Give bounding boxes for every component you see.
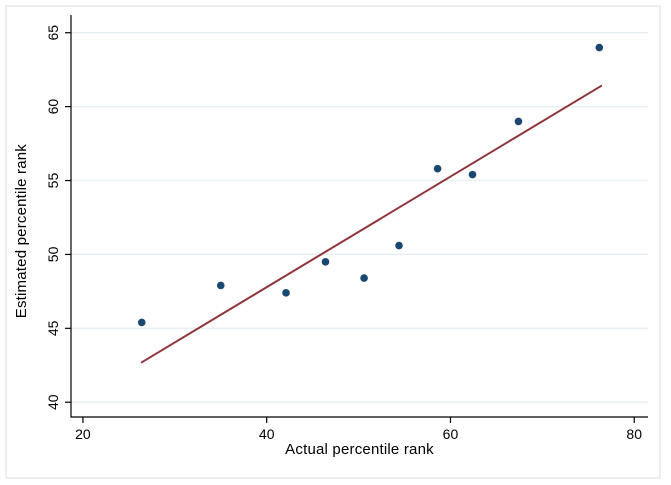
figure-border (5, 5, 661, 479)
x-axis-label: Actual percentile rank (285, 441, 434, 458)
x-tick-label-80: 80 (626, 426, 642, 442)
data-point-10 (595, 43, 604, 52)
data-point-5 (360, 274, 368, 282)
x-tick-label-20: 20 (75, 426, 91, 442)
x-tick-label-40: 40 (259, 426, 275, 442)
data-point-8 (468, 170, 477, 179)
data-point-4 (321, 258, 330, 266)
data-point-3 (282, 289, 290, 297)
y-tick-label-55: 55 (45, 173, 61, 189)
data-point-7 (433, 164, 442, 173)
y-axis-label-container: Estimated percentile rank (8, 0, 34, 462)
y-tick-label-50: 50 (45, 246, 61, 262)
y-tick-label-65: 65 (45, 25, 61, 41)
y-axis-label: Estimated percentile rank (12, 143, 30, 319)
y-tick-label-45: 45 (45, 320, 61, 336)
data-point-9 (514, 117, 523, 126)
data-point-6 (395, 241, 403, 250)
data-point-2 (216, 281, 225, 290)
y-tick-label-60: 60 (45, 99, 61, 115)
y-tick-label-40: 40 (45, 394, 61, 410)
data-point-1 (137, 318, 146, 327)
fitted-line (140, 84, 603, 364)
x-tick-label-60: 60 (443, 426, 459, 442)
